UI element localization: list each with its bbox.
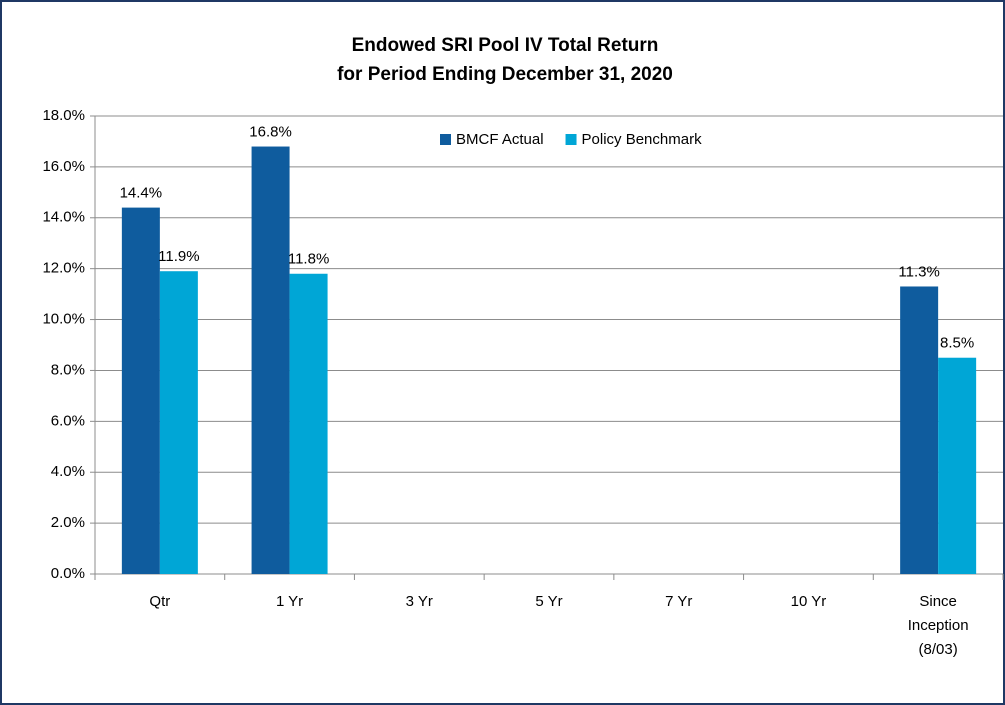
x-tick-label: 3 Yr	[406, 593, 433, 610]
legend-label: Policy Benchmark	[582, 131, 703, 148]
bar	[900, 286, 939, 574]
x-tick-label: Qtr	[149, 593, 170, 610]
x-tick-label: 1 Yr	[276, 593, 303, 610]
chart-title: for Period Ending December 31, 2020	[337, 64, 673, 85]
value-label: 14.4%	[120, 185, 163, 202]
bar	[289, 273, 328, 574]
y-tick-label: 8.0%	[51, 361, 85, 378]
y-tick-label: 14.0%	[42, 209, 85, 226]
y-tick-label: 2.0%	[51, 514, 85, 531]
bar	[938, 357, 977, 574]
legend-swatch	[565, 134, 577, 145]
value-label: 16.8%	[249, 124, 292, 141]
chart-title: Endowed SRI Pool IV Total Return	[352, 35, 659, 56]
bar	[159, 271, 198, 574]
value-label: 11.3%	[898, 263, 939, 280]
x-tick-label: 5 Yr	[535, 593, 562, 610]
y-tick-label: 4.0%	[51, 463, 85, 480]
y-tick-label: 18.0%	[42, 107, 85, 124]
y-tick-label: 12.0%	[42, 260, 85, 277]
x-tick-label: Since Inception (8/03)	[908, 593, 969, 658]
y-tick-label: 6.0%	[51, 412, 85, 429]
value-label: 8.5%	[940, 335, 974, 352]
bar	[121, 207, 160, 574]
x-tick-label: 7 Yr	[665, 593, 692, 610]
value-label: 11.9%	[158, 248, 199, 265]
legend-swatch	[440, 134, 451, 145]
legend-label: BMCF Actual	[456, 131, 544, 148]
y-tick-label: 10.0%	[42, 311, 85, 328]
y-tick-label: 0.0%	[51, 565, 85, 582]
x-tick-label: 10 Yr	[791, 593, 827, 610]
bar	[251, 146, 290, 575]
y-tick-label: 16.0%	[42, 158, 85, 175]
value-label: 11.8%	[288, 251, 329, 268]
